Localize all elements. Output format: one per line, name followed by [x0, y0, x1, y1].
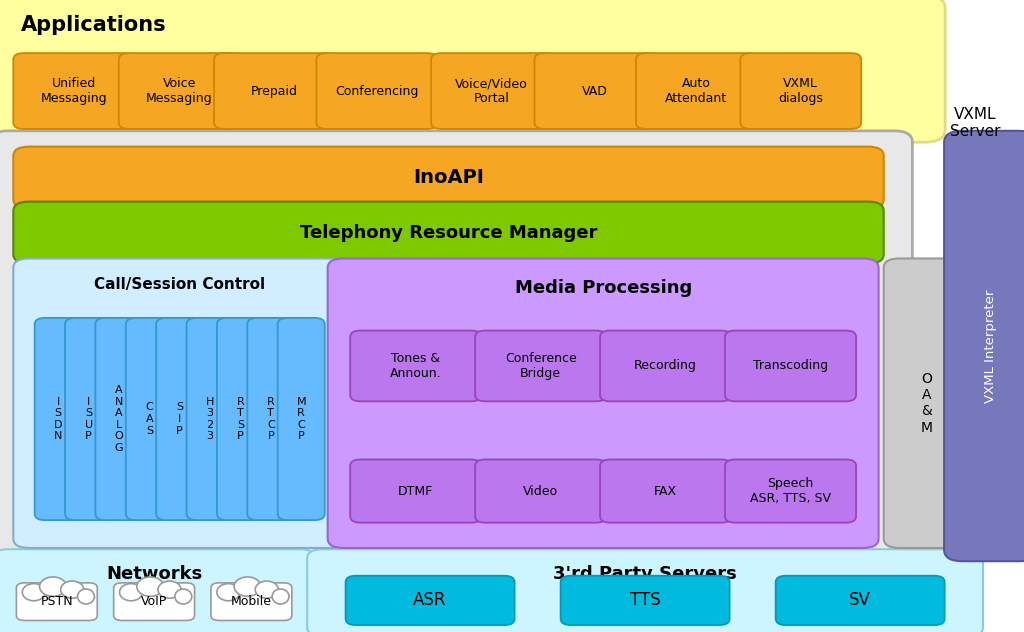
Text: Speech
ASR, TTS, SV: Speech ASR, TTS, SV	[750, 477, 831, 505]
FancyBboxPatch shape	[475, 331, 606, 401]
FancyBboxPatch shape	[475, 459, 606, 523]
FancyBboxPatch shape	[186, 318, 233, 520]
Text: Transcoding: Transcoding	[753, 360, 828, 372]
Text: 3'rd Party Servers: 3'rd Party Servers	[553, 565, 737, 583]
FancyBboxPatch shape	[0, 0, 945, 142]
FancyBboxPatch shape	[535, 53, 655, 129]
Text: VXML
Server: VXML Server	[949, 107, 1000, 140]
Ellipse shape	[255, 581, 279, 599]
Text: TTS: TTS	[630, 592, 660, 609]
Text: Auto
Attendant: Auto Attendant	[666, 77, 727, 105]
Text: Conferencing: Conferencing	[335, 85, 419, 97]
Text: I
S
D
N: I S D N	[54, 397, 62, 441]
FancyBboxPatch shape	[214, 53, 335, 129]
Text: PSTN: PSTN	[41, 595, 73, 608]
Text: InoAPI: InoAPI	[413, 168, 484, 187]
Text: I
S
U
P: I S U P	[85, 397, 92, 441]
Text: VXML
dialogs: VXML dialogs	[778, 77, 823, 105]
FancyBboxPatch shape	[247, 318, 294, 520]
Text: R
T
C
P: R T C P	[267, 397, 274, 441]
Text: Applications: Applications	[20, 15, 166, 35]
FancyBboxPatch shape	[66, 318, 113, 520]
FancyBboxPatch shape	[350, 459, 481, 523]
FancyBboxPatch shape	[35, 318, 82, 520]
Text: Voice/Video
Portal: Voice/Video Portal	[455, 77, 528, 105]
FancyBboxPatch shape	[431, 53, 552, 129]
Ellipse shape	[217, 583, 240, 601]
Text: DTMF: DTMF	[398, 485, 433, 497]
Text: VXML Interpreter: VXML Interpreter	[984, 289, 997, 403]
FancyBboxPatch shape	[345, 576, 514, 625]
Text: R
T
S
P: R T S P	[237, 397, 245, 441]
FancyBboxPatch shape	[217, 318, 264, 520]
FancyBboxPatch shape	[328, 258, 879, 548]
Text: Conference
Bridge: Conference Bridge	[505, 352, 577, 380]
FancyBboxPatch shape	[119, 53, 240, 129]
Text: O
A
&
M: O A & M	[921, 372, 932, 435]
Ellipse shape	[40, 577, 67, 597]
Text: C
A
S: C A S	[145, 403, 154, 435]
Text: S
I
P: S I P	[176, 403, 183, 435]
FancyBboxPatch shape	[725, 459, 856, 523]
Text: Call/Session Control: Call/Session Control	[94, 277, 265, 293]
FancyBboxPatch shape	[0, 131, 912, 561]
FancyBboxPatch shape	[350, 331, 481, 401]
FancyBboxPatch shape	[307, 549, 983, 632]
Text: InoVox: InoVox	[20, 149, 95, 167]
Ellipse shape	[137, 577, 164, 597]
Text: VAD: VAD	[582, 85, 608, 97]
FancyBboxPatch shape	[156, 318, 203, 520]
Text: Media Processing: Media Processing	[514, 279, 692, 297]
FancyBboxPatch shape	[13, 258, 346, 548]
FancyBboxPatch shape	[600, 331, 731, 401]
Ellipse shape	[23, 583, 45, 601]
FancyBboxPatch shape	[725, 331, 856, 401]
FancyBboxPatch shape	[13, 202, 884, 264]
Text: Video: Video	[523, 485, 558, 497]
FancyBboxPatch shape	[776, 576, 945, 625]
Text: Telephony Resource Manager: Telephony Resource Manager	[300, 224, 597, 241]
Ellipse shape	[272, 589, 289, 604]
Text: Prepaid: Prepaid	[251, 85, 298, 97]
Text: Unified
Messaging: Unified Messaging	[40, 77, 108, 105]
Text: Networks: Networks	[106, 565, 202, 583]
Text: Recording: Recording	[634, 360, 697, 372]
FancyBboxPatch shape	[278, 318, 325, 520]
Text: H
3
2
3: H 3 2 3	[206, 397, 214, 441]
Text: SV: SV	[849, 592, 871, 609]
Text: M
R
C
P: M R C P	[296, 397, 306, 441]
FancyBboxPatch shape	[211, 583, 292, 621]
FancyBboxPatch shape	[126, 318, 173, 520]
Ellipse shape	[158, 581, 181, 599]
Text: ASR: ASR	[414, 592, 446, 609]
FancyBboxPatch shape	[740, 53, 861, 129]
FancyBboxPatch shape	[16, 583, 97, 621]
Ellipse shape	[78, 589, 94, 604]
Ellipse shape	[60, 581, 84, 599]
FancyBboxPatch shape	[600, 459, 731, 523]
Text: VoIP: VoIP	[141, 595, 167, 608]
FancyBboxPatch shape	[561, 576, 729, 625]
Text: Voice
Messaging: Voice Messaging	[145, 77, 213, 105]
FancyBboxPatch shape	[13, 53, 134, 129]
Text: A
N
A
L
O
G: A N A L O G	[115, 385, 123, 453]
FancyBboxPatch shape	[884, 258, 969, 548]
FancyBboxPatch shape	[0, 549, 315, 632]
FancyBboxPatch shape	[95, 318, 142, 520]
FancyBboxPatch shape	[944, 131, 1024, 561]
FancyBboxPatch shape	[636, 53, 757, 129]
Text: Tones &
Announ.: Tones & Announ.	[390, 352, 441, 380]
Text: FAX: FAX	[654, 485, 677, 497]
Ellipse shape	[234, 577, 261, 597]
Text: Mobile: Mobile	[230, 595, 272, 608]
FancyBboxPatch shape	[316, 53, 437, 129]
FancyBboxPatch shape	[13, 147, 884, 209]
Ellipse shape	[120, 583, 142, 601]
Ellipse shape	[175, 589, 191, 604]
FancyBboxPatch shape	[114, 583, 195, 621]
